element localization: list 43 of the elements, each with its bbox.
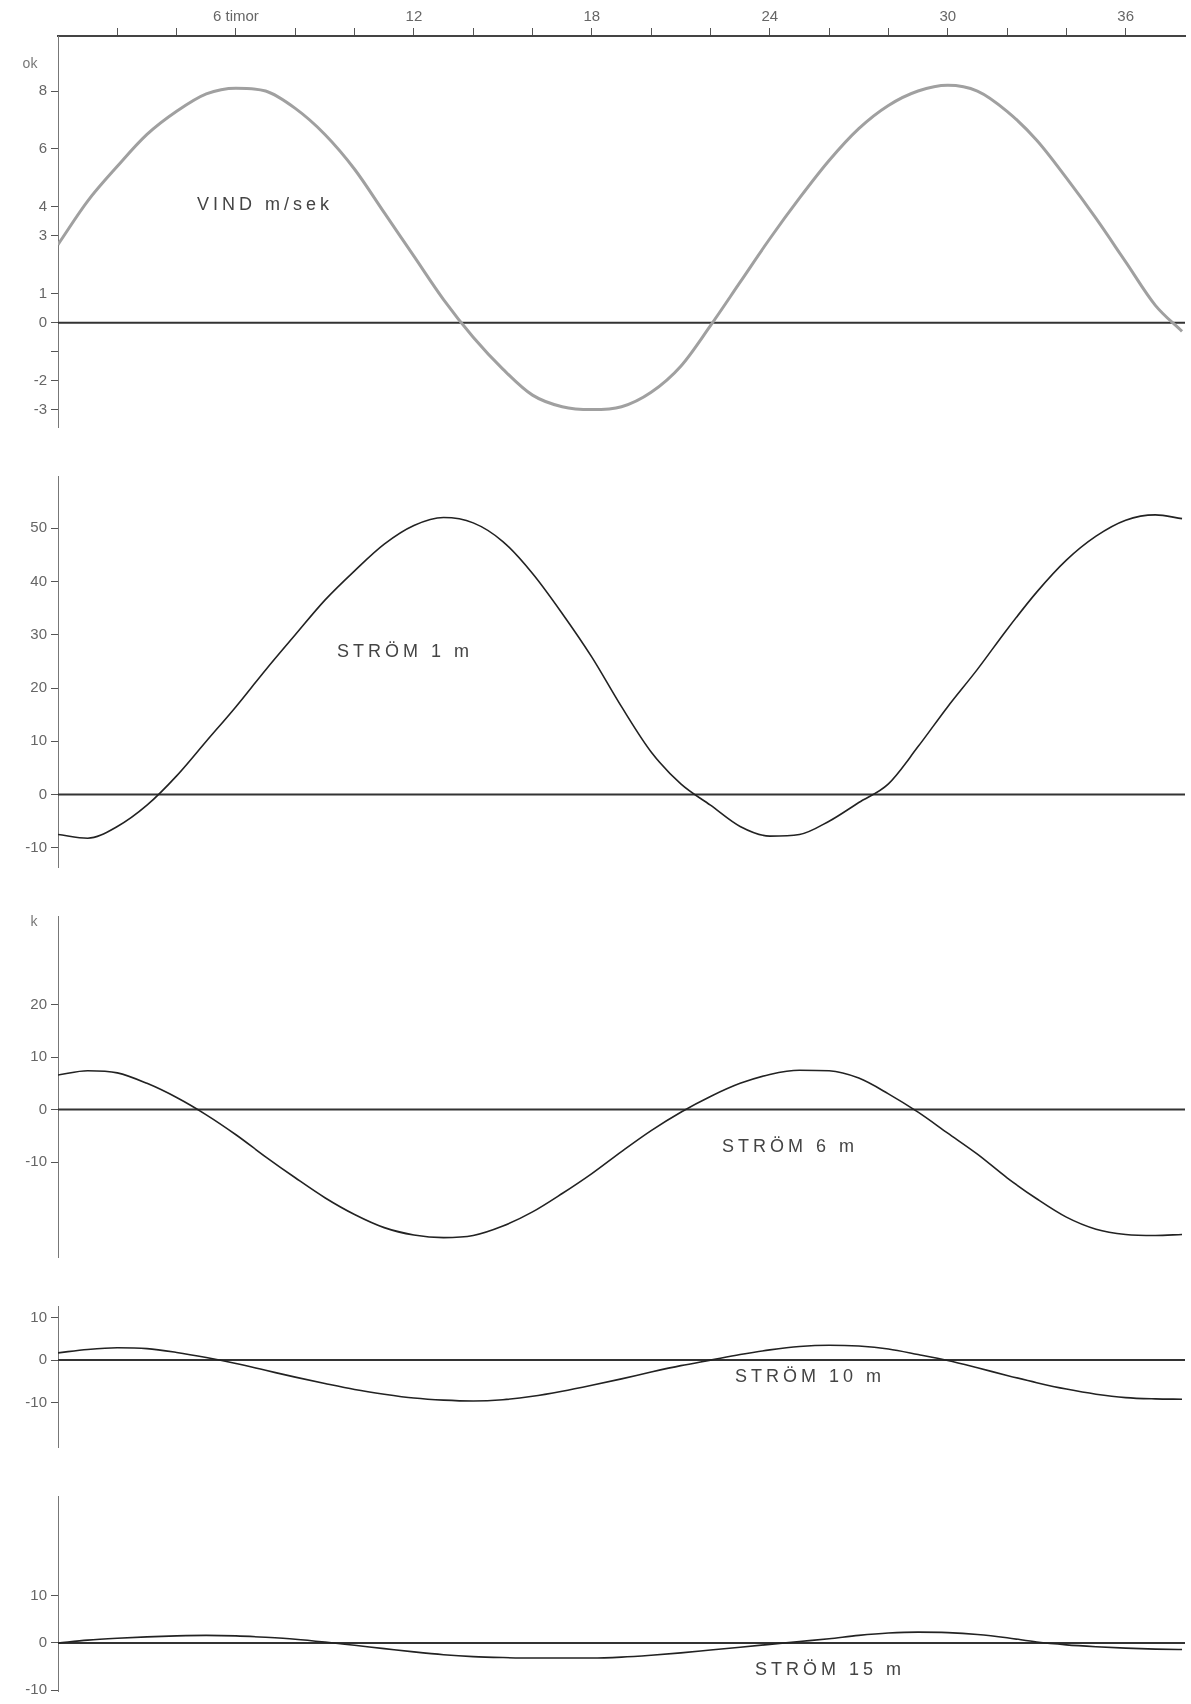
y-tick-label: -3 — [33, 399, 47, 417]
y-tick-label: 6 — [38, 139, 47, 157]
y-tick-label: 10 — [30, 1047, 47, 1065]
x-tick-label: 36 — [1117, 7, 1135, 25]
series-label: STRÖM 10 m — [734, 1365, 886, 1386]
line-series — [58, 1069, 1183, 1239]
text: STRÖM 6 m — [721, 1135, 859, 1156]
y-tick-label: 20 — [30, 994, 47, 1012]
y-tick-label: 10 — [30, 1307, 47, 1325]
y-tick-label: 30 — [30, 624, 47, 642]
y-tick-label: 10 — [30, 1586, 47, 1603]
y-tick-label: 0 — [38, 784, 47, 802]
x-tick-label: 30 — [939, 7, 957, 25]
y-tick-label: 0 — [38, 1099, 47, 1117]
y-tick-label: 0 — [38, 1350, 47, 1368]
y-tick-label: 50 — [30, 518, 47, 536]
line-series — [58, 1344, 1183, 1402]
line-series — [58, 514, 1183, 840]
x-tick-label: 18 — [583, 7, 601, 25]
series-label: VIND m/sek — [196, 193, 334, 214]
y-tick-label: -10 — [25, 1152, 47, 1170]
y-tick-label: -10 — [25, 1392, 47, 1410]
series-label: STRÖM 15 m — [754, 1658, 906, 1679]
y-tick-label: 8 — [38, 81, 47, 99]
y-tick-label: 1 — [38, 283, 47, 301]
y-axis-title: k — [30, 912, 39, 929]
y-axis-title: ok — [22, 54, 39, 71]
y-tick-label: -10 — [25, 837, 47, 855]
line-series — [58, 1631, 1183, 1659]
y-tick-label: 10 — [30, 731, 47, 749]
series-label: STRÖM 1 m — [336, 640, 474, 661]
y-tick-label: -2 — [33, 370, 47, 388]
y-tick-label: 3 — [38, 225, 47, 243]
y-tick-label: 0 — [38, 312, 47, 330]
y-tick-label: -10 — [25, 1680, 47, 1698]
x-tick-label: 24 — [761, 7, 779, 25]
x-tick-label: 6 timor — [213, 7, 259, 25]
x-tick-label: 12 — [405, 7, 423, 25]
y-tick-label: 4 — [38, 197, 47, 215]
y-tick-label: 0 — [38, 1633, 47, 1651]
y-tick-label: 40 — [30, 571, 47, 589]
line-series — [58, 83, 1184, 412]
y-tick-label: 20 — [30, 678, 47, 696]
